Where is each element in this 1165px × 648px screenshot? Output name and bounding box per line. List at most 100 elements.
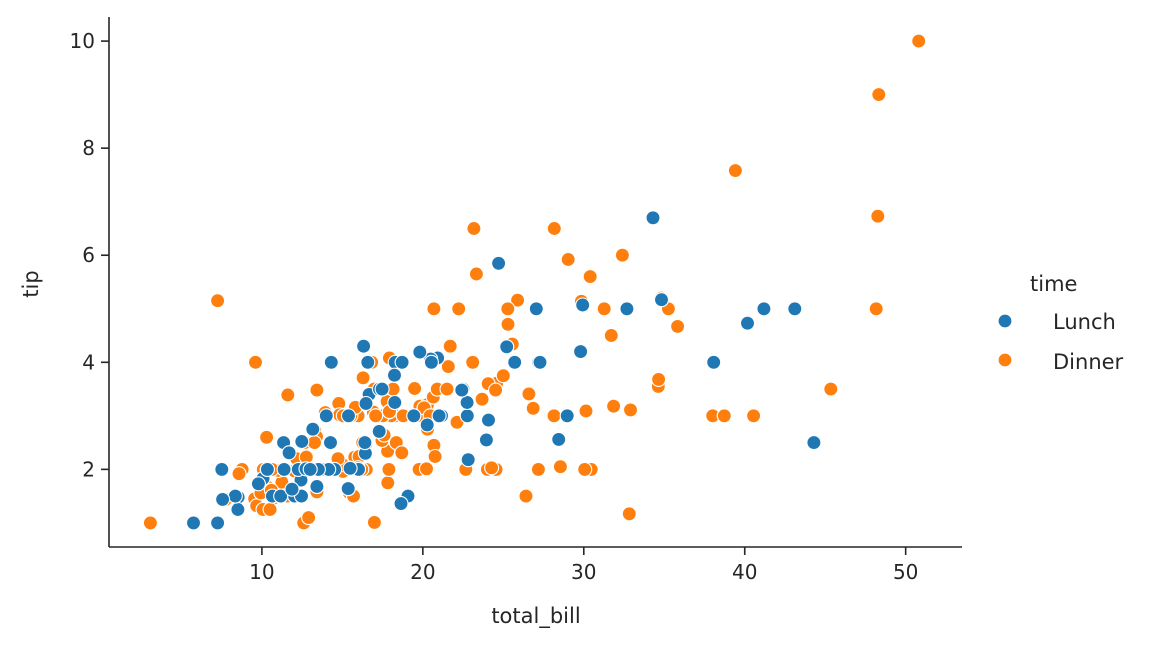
scatter-point-lunch: [356, 338, 372, 354]
scatter-point-dinner: [560, 251, 576, 268]
scatter-point-lunch: [419, 417, 435, 433]
scatter-point-lunch: [532, 354, 548, 370]
y-tick-label: 8: [82, 136, 95, 160]
scatter-point-lunch: [412, 344, 428, 360]
scatter-point-dinner: [474, 391, 490, 407]
scatter-point-dinner: [309, 382, 325, 398]
scatter-point-lunch: [431, 408, 447, 424]
scatter-point-lunch: [393, 496, 409, 512]
scatter-point-lunch: [357, 435, 373, 451]
scatter-point-dinner: [488, 382, 504, 398]
scatter-point-lunch: [386, 367, 403, 383]
scatter-point-lunch: [787, 301, 803, 317]
scatter-point-lunch: [227, 488, 243, 504]
scatter-point-lunch: [210, 515, 226, 531]
scatter-point-lunch: [305, 421, 321, 437]
scatter-point-lunch: [276, 461, 292, 477]
scatter-point-dinner: [868, 301, 884, 317]
scatter-point-dinner: [439, 381, 455, 397]
scatter-point-dinner: [552, 459, 568, 475]
plot-points: [142, 33, 927, 531]
scatter-point-lunch: [507, 354, 523, 370]
scatter-point-lunch: [706, 354, 722, 370]
scatter-point-dinner: [280, 387, 296, 403]
scatter-point-dinner: [823, 381, 839, 397]
scatter-point-dinner: [546, 220, 562, 237]
scatter-point-dinner: [468, 266, 484, 282]
scatter-point-dinner: [746, 408, 762, 424]
scatter-point-dinner: [622, 402, 639, 418]
scatter-point-lunch: [528, 301, 544, 317]
scatter-point-dinner: [614, 247, 630, 263]
x-tick-label: 40: [732, 560, 757, 584]
legend-marker-dinner: [997, 352, 1013, 368]
scatter-point-lunch: [459, 408, 475, 424]
y-tick-label: 6: [82, 243, 95, 267]
scatter-point-dinner: [440, 359, 456, 375]
scatter-point-dinner: [495, 368, 511, 384]
scatter-point-lunch: [575, 297, 591, 313]
scatter-point-lunch: [284, 481, 300, 497]
legend-title: time: [1030, 272, 1077, 296]
scatter-point-dinner: [442, 338, 458, 354]
x-tick-label: 20: [410, 560, 435, 584]
scatter-point-dinner: [465, 354, 481, 370]
scatter-point-dinner: [142, 515, 158, 531]
scatter-point-dinner: [262, 501, 278, 518]
scatter-point-lunch: [215, 491, 231, 507]
scatter-point-lunch: [559, 408, 575, 424]
y-axis-ticks: 2 4 6 8 10: [70, 29, 109, 481]
scatter-point-dinner: [231, 466, 247, 482]
scatter-point-lunch: [214, 461, 230, 477]
scatter-point-dinner: [210, 293, 226, 309]
scatter-point-dinner: [259, 429, 275, 445]
scatter-point-lunch: [551, 431, 567, 447]
scatter-point-lunch: [374, 381, 390, 397]
scatter-point-lunch: [478, 432, 494, 448]
scatter-point-lunch: [423, 354, 439, 370]
scatter-point-dinner: [418, 461, 435, 477]
scatter-point-dinner: [716, 408, 732, 424]
y-tick-label: 2: [82, 457, 95, 481]
scatter-point-lunch: [273, 488, 289, 504]
scatter-point-dinner: [518, 488, 534, 504]
scatter-point-lunch: [342, 460, 358, 476]
scatter-point-dinner: [484, 460, 500, 476]
scatter-point-lunch: [394, 354, 410, 370]
scatter-point-dinner: [500, 316, 516, 332]
scatter-point-lunch: [302, 461, 318, 477]
scatter-point-dinner: [596, 301, 612, 317]
scatter-point-dinner: [578, 403, 594, 419]
scatter-point-lunch: [756, 301, 772, 317]
scatter-point-dinner: [366, 514, 382, 530]
scatter-point-lunch: [230, 501, 246, 518]
legend: time Lunch Dinner: [997, 272, 1124, 374]
scatter-point-dinner: [427, 448, 443, 465]
scatter-point-dinner: [546, 408, 562, 424]
scatter-point-lunch: [573, 344, 589, 360]
scatter-point-lunch: [499, 339, 515, 355]
scatter-point-dinner: [394, 445, 410, 461]
scatter-point-lunch: [340, 481, 356, 497]
scatter-point-dinner: [426, 301, 442, 317]
scatter-point-dinner: [621, 506, 637, 522]
axes-spines: [108, 17, 962, 548]
scatter-point-lunch: [480, 412, 497, 428]
scatter-point-lunch: [309, 478, 325, 495]
scatter-point-dinner: [871, 87, 887, 103]
scatter-point-dinner: [355, 370, 371, 386]
legend-label-dinner: Dinner: [1053, 350, 1124, 374]
scatter-point-dinner: [407, 380, 423, 397]
scatter-point-lunch: [340, 408, 357, 424]
scatter-point-lunch: [371, 423, 387, 439]
y-axis-label: tip: [19, 270, 43, 297]
scatter-point-dinner: [510, 292, 526, 308]
scatter-point-lunch: [259, 461, 275, 477]
scatter-point-lunch: [619, 301, 635, 317]
scatter-point-dinner: [521, 386, 537, 402]
scatter-point-lunch: [250, 476, 266, 492]
x-axis-ticks: 10 20 30 40 50: [249, 547, 918, 584]
scatter-point-dinner: [368, 408, 384, 424]
scatter-point-dinner: [727, 163, 743, 179]
scatter-point-dinner: [301, 510, 317, 526]
